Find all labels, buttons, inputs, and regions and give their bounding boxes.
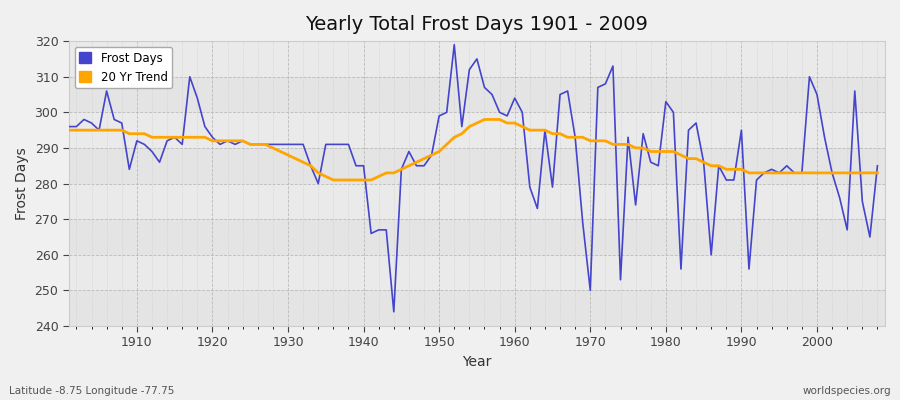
Bar xyxy=(68,112,885,148)
Bar xyxy=(68,41,885,77)
Bar xyxy=(68,148,885,184)
Y-axis label: Frost Days: Frost Days xyxy=(15,147,29,220)
Text: Latitude -8.75 Longitude -77.75: Latitude -8.75 Longitude -77.75 xyxy=(9,386,175,396)
Bar xyxy=(68,290,885,326)
X-axis label: Year: Year xyxy=(463,355,491,369)
Title: Yearly Total Frost Days 1901 - 2009: Yearly Total Frost Days 1901 - 2009 xyxy=(305,15,648,34)
Legend: Frost Days, 20 Yr Trend: Frost Days, 20 Yr Trend xyxy=(75,47,173,88)
Bar xyxy=(68,184,885,219)
Text: worldspecies.org: worldspecies.org xyxy=(803,386,891,396)
Bar xyxy=(68,255,885,290)
Bar xyxy=(68,219,885,255)
Bar xyxy=(68,77,885,112)
